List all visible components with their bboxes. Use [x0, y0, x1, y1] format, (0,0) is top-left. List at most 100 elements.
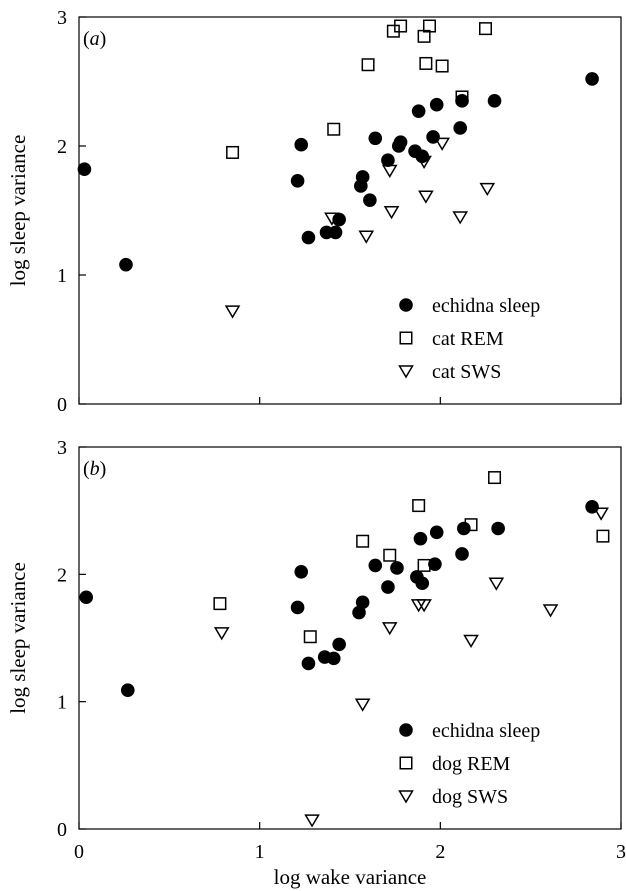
legend: echidna sleep cat REM cat SWS	[398, 295, 540, 383]
legend: echidna sleep dog REM dog SWS	[398, 720, 540, 808]
data-point	[328, 225, 343, 240]
data-point	[390, 561, 404, 575]
data-point	[429, 97, 444, 112]
series-dog-sws	[213, 507, 609, 828]
legend-label: dog SWS	[432, 786, 508, 808]
data-point	[542, 604, 559, 618]
data-point	[368, 131, 383, 146]
legend-label: cat REM	[432, 328, 504, 350]
data-point	[354, 698, 371, 712]
data-point	[417, 558, 431, 572]
data-point	[290, 600, 305, 615]
data-point	[479, 182, 496, 197]
data-point	[393, 135, 408, 149]
y-tick-label: 1	[57, 265, 67, 287]
legend-label: dog REM	[432, 753, 511, 775]
series-echidna-sleep	[77, 72, 599, 272]
x-tick-label: 0	[74, 841, 84, 863]
data-point	[455, 547, 469, 561]
data-point	[213, 597, 227, 611]
data-point	[416, 599, 432, 613]
y-tick-label: 0	[57, 394, 67, 416]
panel-a: 0 1 2 3 log sleep variance (a) echidna sleep ca…	[6, 7, 622, 416]
data-point	[332, 212, 346, 227]
legend-label: cat SWS	[432, 361, 501, 383]
data-point	[464, 518, 478, 532]
data-point	[455, 94, 469, 108]
y-tick-label: 2	[57, 564, 67, 586]
data-point	[416, 155, 432, 169]
legend-marker	[398, 790, 414, 804]
data-point	[301, 230, 316, 245]
legend-marker	[399, 723, 413, 737]
x-tick-label: 1	[255, 841, 265, 863]
data-point	[383, 206, 400, 220]
data-point	[363, 193, 377, 207]
data-point	[326, 651, 341, 666]
y-axis-title: log sleep variance	[6, 562, 30, 714]
data-point	[491, 521, 505, 536]
data-point	[463, 634, 479, 649]
x-tick-label: 2	[435, 841, 445, 863]
data-point	[294, 137, 309, 152]
data-point	[355, 170, 370, 184]
data-point	[488, 471, 502, 485]
data-point	[79, 590, 94, 605]
series-cat-sws	[224, 137, 496, 319]
data-point	[412, 499, 426, 513]
data-point	[428, 557, 442, 571]
series-cat-rem	[226, 19, 492, 159]
data-point	[355, 595, 370, 610]
y-tick-label: 2	[57, 136, 67, 158]
data-point	[381, 622, 398, 636]
data-point	[434, 137, 450, 151]
data-point	[593, 507, 609, 521]
data-point	[304, 814, 320, 828]
y-tick-label: 3	[57, 7, 67, 29]
data-point	[226, 145, 240, 159]
data-point	[479, 22, 492, 36]
data-point	[487, 94, 502, 108]
y-tick-label: 0	[57, 819, 67, 841]
data-point	[435, 59, 449, 73]
data-point	[429, 525, 444, 540]
x-tick-label: 3	[616, 841, 626, 863]
legend-marker	[399, 298, 413, 312]
data-point	[301, 656, 316, 671]
panel-b: 0 1 2 3 0 1 2 3 log sleep variance (b) echidna sle…	[6, 437, 626, 863]
data-point	[332, 637, 346, 652]
data-point	[294, 564, 309, 579]
data-point	[488, 577, 505, 591]
data-point	[415, 576, 430, 591]
data-point	[381, 580, 395, 594]
data-point	[368, 558, 383, 573]
data-point	[358, 230, 375, 244]
data-point	[77, 162, 92, 177]
data-point	[394, 19, 408, 33]
data-point	[119, 257, 133, 272]
y-tick-label: 3	[57, 437, 67, 459]
data-point	[324, 212, 340, 226]
data-point	[452, 211, 469, 225]
data-point	[418, 190, 434, 204]
legend-marker	[399, 756, 413, 770]
panel-label: (b)	[83, 458, 106, 480]
data-point	[381, 153, 395, 167]
data-point	[383, 548, 397, 562]
legend-marker	[398, 365, 414, 379]
data-point	[327, 122, 341, 136]
y-axis-title: log sleep variance	[6, 135, 30, 287]
data-point	[224, 305, 241, 319]
data-point	[422, 19, 436, 33]
plot-frame	[78, 16, 622, 405]
series-dog-rem	[213, 471, 610, 644]
data-point	[120, 683, 135, 698]
data-point	[455, 90, 469, 104]
x-axis-title: log wake variance	[274, 865, 427, 889]
data-point	[596, 529, 610, 543]
data-point	[585, 72, 599, 86]
plot-frame	[78, 446, 622, 830]
legend-label: echidna sleep	[432, 295, 540, 317]
data-point	[303, 630, 317, 644]
data-point	[413, 531, 428, 546]
